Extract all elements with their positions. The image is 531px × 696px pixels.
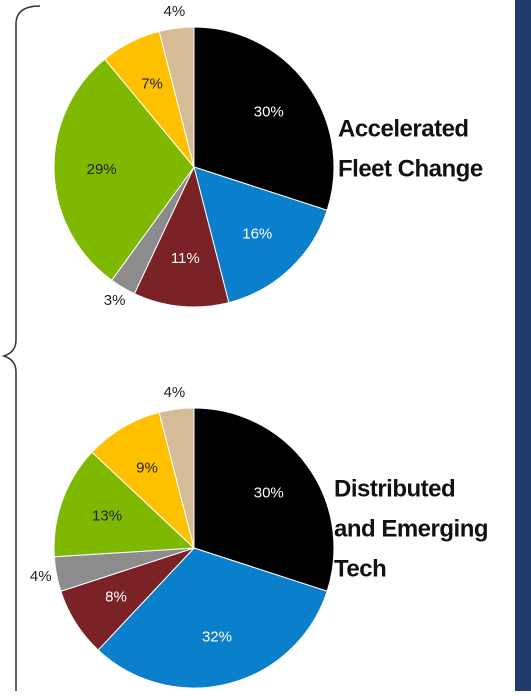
slice-label: 32% bbox=[202, 628, 232, 645]
pie-slice bbox=[158, 407, 195, 549]
slice-label: 30% bbox=[254, 485, 284, 502]
pie-slice bbox=[158, 26, 195, 168]
pie-title: Accelerated bbox=[338, 115, 469, 142]
slice-label: 29% bbox=[87, 161, 117, 178]
pie-slice bbox=[53, 58, 195, 281]
pie-title: Distributed bbox=[334, 475, 455, 502]
slice-label: 4% bbox=[164, 3, 186, 20]
pie-slice bbox=[53, 451, 196, 558]
side-bar bbox=[515, 0, 531, 691]
pie-title: Fleet Change bbox=[338, 155, 483, 182]
slice-label: 4% bbox=[164, 384, 186, 401]
slice-label: 3% bbox=[104, 292, 126, 309]
slice-label: 11% bbox=[171, 250, 200, 267]
pie-slice bbox=[97, 547, 328, 689]
pie-slice bbox=[193, 166, 328, 304]
pie-slice bbox=[193, 26, 335, 211]
slice-label: 8% bbox=[105, 588, 127, 605]
pie-title: Tech bbox=[334, 555, 386, 582]
slice-label: 4% bbox=[30, 568, 52, 585]
slice-label: 7% bbox=[141, 76, 163, 93]
pie-slice bbox=[91, 411, 195, 550]
slice-label: 13% bbox=[92, 508, 122, 525]
slice-label: 30% bbox=[254, 104, 284, 121]
pie-slice bbox=[193, 407, 335, 592]
pie-slice bbox=[133, 165, 230, 308]
slice-label: 16% bbox=[242, 225, 272, 242]
pie-title: and Emerging bbox=[334, 515, 488, 542]
brace bbox=[1, 5, 41, 691]
slice-label: 9% bbox=[136, 459, 158, 476]
